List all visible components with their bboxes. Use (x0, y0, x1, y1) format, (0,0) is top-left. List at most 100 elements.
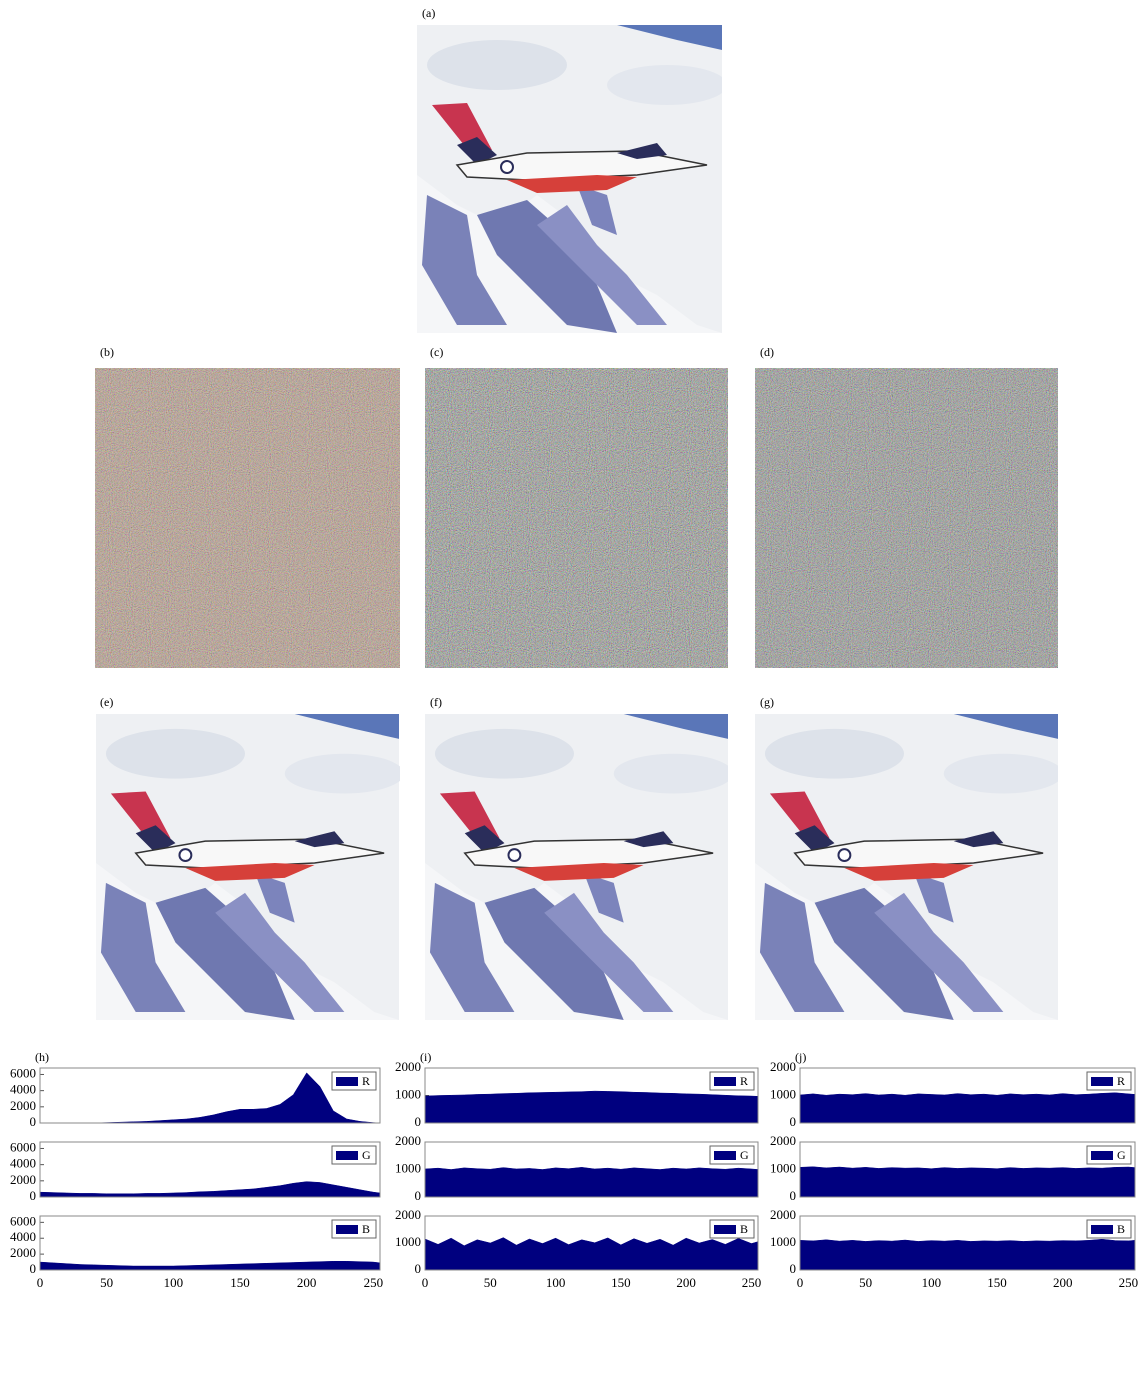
panel-label: (e) (100, 695, 113, 709)
panel-label: (d) (760, 345, 774, 359)
panel-label: (b) (100, 345, 114, 359)
y-tick-label: 1000 (395, 1160, 421, 1175)
x-tick-label: 50 (859, 1275, 872, 1290)
encrypted-image (95, 368, 400, 668)
original-image (417, 25, 722, 333)
y-tick-label: 4000 (10, 1082, 36, 1097)
legend-label: G (1117, 1148, 1126, 1162)
x-tick-label: 0 (422, 1275, 429, 1290)
x-tick-label: 250 (742, 1275, 762, 1290)
histogram-area (424, 1237, 759, 1271)
y-tick-label: 0 (415, 1188, 422, 1203)
y-tick-label: 0 (30, 1261, 37, 1276)
legend-label: R (1117, 1074, 1125, 1088)
decrypted-image (95, 714, 400, 1020)
legend-label: G (740, 1148, 749, 1162)
x-tick-label: 150 (230, 1275, 250, 1290)
y-tick-label: 6000 (10, 1065, 36, 1080)
x-tick-label: 0 (37, 1275, 44, 1290)
legend-swatch (1091, 1151, 1113, 1160)
decrypted-image (755, 714, 1058, 1020)
histogram-area (799, 1092, 1136, 1124)
x-tick-label: 150 (987, 1275, 1007, 1290)
y-tick-label: 0 (790, 1261, 797, 1276)
legend-swatch (1091, 1225, 1113, 1234)
y-tick-label: 2000 (770, 1207, 796, 1222)
y-tick-label: 4000 (10, 1156, 36, 1171)
y-tick-label: 2000 (10, 1172, 36, 1187)
y-tick-label: 0 (415, 1261, 422, 1276)
histogram-area (799, 1166, 1136, 1198)
y-tick-label: 1000 (395, 1234, 421, 1249)
y-tick-label: 2000 (10, 1245, 36, 1260)
y-tick-label: 6000 (10, 1139, 36, 1154)
histogram-area (39, 1261, 381, 1271)
plot-frame (424, 1067, 759, 1124)
histogram-area (799, 1238, 1136, 1271)
x-tick-label: 100 (546, 1275, 566, 1290)
x-tick-label: 50 (484, 1275, 497, 1290)
y-tick-label: 2000 (770, 1133, 796, 1148)
legend-swatch (714, 1077, 736, 1086)
legend-swatch (1091, 1077, 1113, 1086)
x-tick-label: 50 (100, 1275, 113, 1290)
legend-label: B (362, 1222, 370, 1236)
x-tick-label: 0 (797, 1275, 804, 1290)
x-tick-label: 250 (364, 1275, 384, 1290)
panel-label: (f) (430, 695, 442, 709)
y-tick-label: 0 (790, 1114, 797, 1129)
legend-label: R (740, 1074, 748, 1088)
x-tick-label: 200 (297, 1275, 317, 1290)
legend-swatch (336, 1077, 358, 1086)
legend-swatch (714, 1225, 736, 1234)
y-tick-label: 0 (415, 1114, 422, 1129)
legend-label: R (362, 1074, 370, 1088)
y-tick-label: 1000 (395, 1086, 421, 1101)
y-tick-label: 2000 (10, 1098, 36, 1113)
y-tick-label: 2000 (395, 1059, 421, 1074)
chart-title: (h) (35, 1050, 49, 1064)
legend-label: G (362, 1148, 371, 1162)
plot-frame (39, 1067, 381, 1124)
y-tick-label: 2000 (395, 1207, 421, 1222)
y-tick-label: 0 (30, 1188, 37, 1203)
y-tick-label: 4000 (10, 1229, 36, 1244)
encrypted-image (755, 368, 1058, 668)
chart-title: (i) (420, 1050, 431, 1064)
panel-label: (a) (422, 6, 435, 20)
y-tick-label: 6000 (10, 1213, 36, 1228)
x-tick-label: 250 (1119, 1275, 1139, 1290)
legend-swatch (714, 1151, 736, 1160)
histogram-area (40, 1072, 381, 1124)
histogram-area (424, 1167, 759, 1198)
legend-swatch (336, 1151, 358, 1160)
x-tick-label: 100 (164, 1275, 184, 1290)
panel-label: (g) (760, 695, 774, 709)
y-tick-label: 1000 (770, 1234, 796, 1249)
decrypted-image (425, 714, 728, 1020)
encrypted-image (425, 368, 728, 668)
chart-title: (j) (795, 1050, 806, 1064)
plot-frame (39, 1215, 381, 1271)
x-tick-label: 100 (922, 1275, 942, 1290)
y-tick-label: 0 (30, 1114, 37, 1129)
legend-swatch (336, 1225, 358, 1234)
panel-label: (c) (430, 345, 443, 359)
plot-frame (424, 1141, 759, 1198)
x-tick-label: 200 (1053, 1275, 1073, 1290)
y-tick-label: 0 (790, 1188, 797, 1203)
y-tick-label: 2000 (395, 1133, 421, 1148)
x-tick-label: 150 (611, 1275, 631, 1290)
plot-frame (39, 1141, 381, 1198)
y-tick-label: 1000 (770, 1160, 796, 1175)
legend-label: B (1117, 1222, 1125, 1236)
plot-frame (799, 1141, 1136, 1198)
plot-frame (424, 1215, 759, 1271)
x-tick-label: 200 (676, 1275, 696, 1290)
histogram-area (424, 1090, 759, 1124)
plot-frame (799, 1067, 1136, 1124)
y-tick-label: 2000 (770, 1059, 796, 1074)
plot-frame (799, 1215, 1136, 1271)
histogram-area (39, 1181, 381, 1198)
